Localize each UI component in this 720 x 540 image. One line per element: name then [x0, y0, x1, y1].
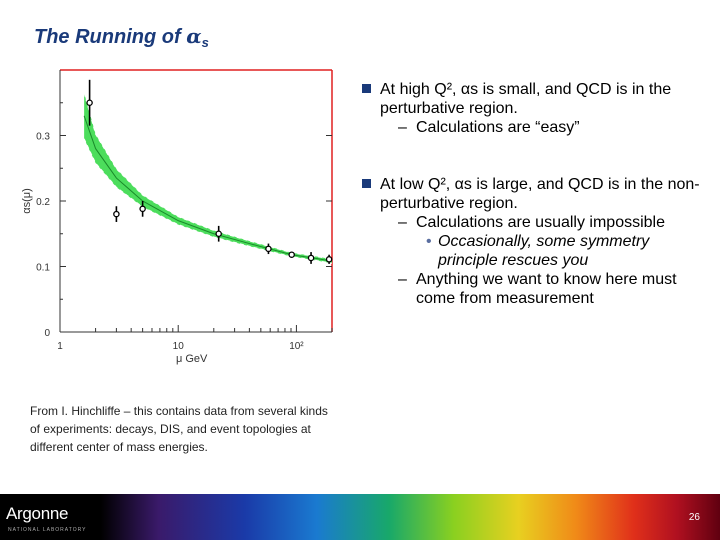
y-tick-label: 0.1	[36, 263, 50, 274]
data-points	[86, 79, 333, 264]
data-point	[215, 230, 222, 237]
y-axis-label: αs(μ)	[21, 188, 33, 214]
theory-band	[83, 92, 333, 264]
dash-icon: –	[398, 214, 407, 231]
argonne-logo: Argonne	[6, 504, 69, 523]
title-text: The Running of	[34, 26, 187, 48]
bullet-low-text: At low Q², αs is large, and QCD is in th…	[380, 176, 700, 212]
theory-band-fill	[84, 92, 332, 264]
bullet-high-q2: At high Q², αs is small, and QCD is in t…	[362, 80, 702, 118]
title-alpha: α	[186, 24, 202, 48]
dot-icon: •	[426, 233, 432, 250]
y-tick-label: 0.3	[36, 132, 50, 143]
x-tick-label: 1	[57, 341, 63, 352]
sub-sub-bullet-symmetry: • Occasionally, some symmetry principle …	[362, 232, 702, 270]
data-point	[86, 99, 93, 107]
data-point	[325, 256, 333, 263]
sub-bullet-easy-text: Calculations are “easy”	[416, 119, 580, 136]
alpha-s-running-chart: 0 0.1 0.2 0.3 1 10 10² μ GeV αs(μ)	[21, 69, 333, 365]
x-tick-label: 10²	[289, 341, 304, 352]
data-point	[265, 245, 272, 253]
bullet-high-text: At high Q², αs is small, and QCD is in t…	[380, 81, 672, 117]
x-tick-label: 10	[173, 341, 185, 352]
figure-caption: From I. Hinchliffe – this contains data …	[30, 404, 328, 454]
data-point	[288, 251, 295, 258]
data-point	[307, 254, 315, 262]
dash-icon: –	[398, 119, 407, 136]
sub-bullet-measurement-text: Anything we want to know here must come …	[416, 271, 677, 307]
sub-bullet-easy: – Calculations are “easy”	[362, 118, 702, 137]
title-subscript: s	[201, 35, 209, 50]
sub-sub-bullet-text: Occasionally, some symmetry principle re…	[438, 233, 650, 269]
bullet-square-icon	[362, 84, 371, 93]
logo-subtitle: NATIONAL LABORATORY	[8, 527, 87, 533]
x-axis-label: μ GeV	[176, 353, 208, 365]
sub-bullet-measurement: – Anything we want to know here must com…	[362, 270, 702, 308]
band-lower-dash	[83, 138, 333, 264]
footer-bar: Argonne NATIONAL LABORATORY 26	[0, 494, 720, 540]
page-number: 26	[688, 512, 700, 523]
bullet-low-q2: At low Q², αs is large, and QCD is in th…	[362, 175, 702, 213]
chart-axes: 0 0.1 0.2 0.3 1 10 10² μ GeV αs(μ)	[21, 69, 333, 365]
data-point	[113, 210, 120, 218]
data-point	[139, 205, 146, 213]
band-center-line	[83, 115, 333, 262]
bullet-square-icon	[362, 179, 371, 188]
dash-icon: –	[398, 271, 407, 288]
slide-title: The Running of αs	[34, 24, 209, 50]
y-tick-label: 0	[44, 328, 50, 339]
band-upper-dash	[83, 92, 333, 260]
bullet-list: At high Q², αs is small, and QCD is in t…	[362, 80, 702, 308]
y-tick-label: 0.2	[36, 197, 50, 208]
sub-bullet-impossible: – Calculations are usually impossible	[362, 213, 702, 232]
sub-bullet-impossible-text: Calculations are usually impossible	[416, 214, 666, 231]
